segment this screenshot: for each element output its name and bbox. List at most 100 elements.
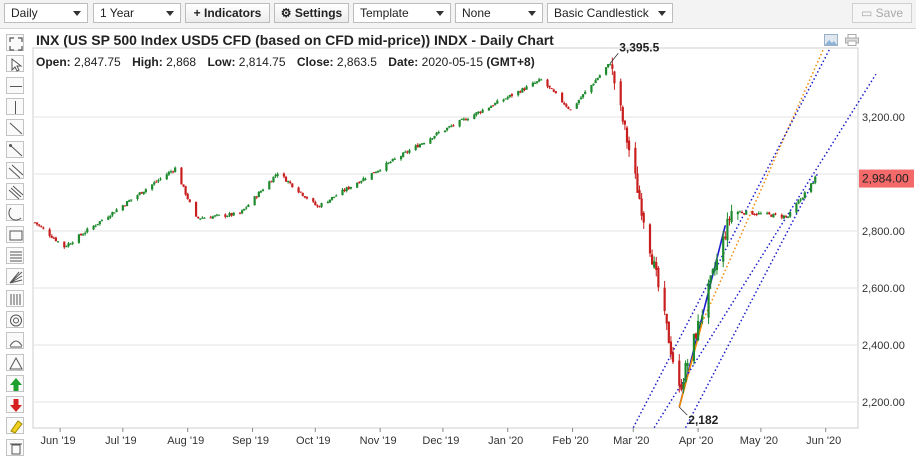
tool-speed-lines[interactable]	[6, 332, 24, 350]
candle-body	[431, 138, 434, 140]
candle	[379, 169, 382, 172]
candle	[797, 199, 800, 205]
save-button[interactable]: ▭ Save	[852, 3, 912, 23]
candle-body	[188, 199, 191, 202]
tool-parallel-channel[interactable]	[6, 183, 24, 201]
candle	[621, 105, 624, 125]
tool-arc[interactable]	[6, 204, 24, 222]
open-label: Open:	[36, 55, 71, 69]
candle-body	[171, 171, 175, 173]
y-tick-label: 2,800.00	[862, 226, 905, 238]
candle-body	[312, 198, 315, 202]
candle	[349, 186, 352, 190]
candle-body	[418, 144, 421, 148]
candle-body	[209, 217, 212, 219]
candle-body	[789, 211, 792, 217]
candle-body	[77, 234, 81, 243]
candle	[261, 188, 265, 192]
candle-body	[240, 210, 244, 214]
tool-triangle[interactable]	[6, 353, 24, 371]
candle	[130, 199, 133, 202]
candle	[257, 191, 260, 198]
candle	[113, 212, 116, 214]
candle	[65, 245, 68, 248]
candle-body	[94, 225, 97, 227]
candle	[619, 78, 622, 111]
candle-body	[33, 222, 37, 224]
candle	[592, 83, 595, 86]
candle-body	[640, 198, 643, 216]
range-select-label: 1 Year	[100, 6, 135, 20]
candle	[71, 241, 74, 245]
candle	[774, 212, 777, 216]
candle-body	[159, 178, 162, 180]
candle	[803, 190, 806, 199]
candle	[287, 180, 290, 184]
candle-body	[71, 242, 74, 244]
x-tick-label: Jun '19	[41, 435, 76, 447]
candle	[299, 191, 302, 193]
candle-body	[130, 199, 133, 201]
candle	[151, 184, 154, 191]
tool-vertical-line[interactable]	[6, 97, 24, 115]
settings-button-label: Settings	[294, 6, 343, 20]
candle	[268, 180, 271, 190]
candle	[255, 195, 258, 200]
tool-fan[interactable]	[6, 268, 24, 286]
chart-style-select[interactable]: Basic Candlestick	[547, 3, 673, 23]
tool-arrow-up[interactable]	[6, 374, 24, 392]
candle-body	[333, 196, 336, 198]
candle	[84, 231, 87, 236]
candle-body	[657, 267, 660, 288]
annotation-low: 2,182	[688, 413, 718, 427]
settings-button[interactable]: ⚙ Settings	[274, 3, 349, 23]
indicators-button[interactable]: + Indicators	[185, 3, 270, 23]
candle-body	[245, 207, 248, 209]
tool-trend-line[interactable]	[6, 119, 24, 137]
overlay-select[interactable]: None	[455, 3, 543, 23]
tool-fibonacci[interactable]	[6, 247, 24, 264]
candle	[642, 211, 645, 229]
candle-body	[745, 210, 748, 215]
candle-body	[736, 211, 739, 215]
candle-body	[452, 125, 455, 127]
candle	[607, 63, 610, 69]
candle	[144, 188, 147, 194]
template-select[interactable]: Template	[353, 3, 451, 23]
period-select[interactable]: Daily	[4, 3, 88, 23]
tool-horizontal-line[interactable]	[6, 76, 24, 94]
tool-channel[interactable]	[6, 161, 24, 179]
candle	[780, 213, 783, 220]
tool-fullscreen[interactable]	[6, 34, 24, 51]
tool-pointer[interactable]	[6, 55, 24, 73]
candle	[385, 161, 388, 172]
tool-arrow-down[interactable]	[6, 396, 24, 414]
candle	[768, 211, 771, 215]
tool-rectangle[interactable]	[6, 225, 24, 243]
tool-eraser[interactable]	[6, 417, 24, 435]
candle-body	[567, 107, 570, 109]
candle-body	[115, 209, 118, 212]
candle-body	[261, 189, 265, 192]
candle	[759, 211, 762, 215]
candle-body	[416, 144, 419, 148]
candle-body	[475, 112, 478, 116]
candle-body	[768, 212, 771, 215]
candle-body	[155, 181, 158, 183]
candle	[215, 213, 219, 217]
candle	[316, 204, 319, 208]
candle-body	[328, 199, 332, 203]
candle-body	[391, 158, 394, 162]
candle-body	[477, 111, 480, 114]
candle-body	[772, 213, 775, 218]
tool-gann[interactable]	[6, 289, 24, 307]
candle	[121, 204, 124, 212]
tool-trash[interactable]	[6, 438, 24, 456]
tool-ray[interactable]	[6, 140, 24, 158]
image-export-icon[interactable]	[824, 34, 838, 46]
candle	[414, 144, 417, 151]
range-select[interactable]: 1 Year	[93, 3, 181, 23]
tool-circle[interactable]	[6, 310, 24, 328]
print-icon[interactable]	[845, 34, 859, 46]
